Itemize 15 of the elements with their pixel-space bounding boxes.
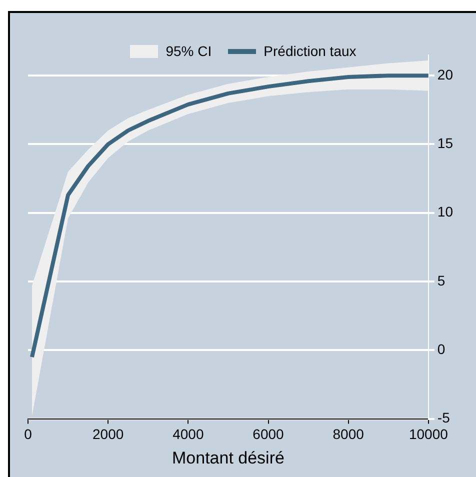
x-axis-title: Montant désiré (172, 448, 284, 468)
legend-label: Prédiction taux (264, 43, 356, 59)
y-tick-label: -5 (437, 410, 450, 426)
x-tick-label: 2000 (92, 426, 124, 442)
annotation: 95% CI (166, 43, 212, 59)
x-tick-label: 0 (24, 426, 32, 442)
y-tick-label: 0 (437, 341, 446, 358)
x-tick-label: 6000 (252, 426, 284, 442)
y-tick-label: 5 (437, 272, 446, 288)
x-tick-label: 8000 (332, 426, 364, 442)
x-tick-label: 10000 (408, 426, 448, 442)
y-tick-label: 20 (437, 66, 454, 82)
x-tick-label: 4000 (172, 426, 204, 442)
y-tick-label: 10 (437, 204, 454, 220)
y-tick-label: 15 (437, 135, 454, 152)
